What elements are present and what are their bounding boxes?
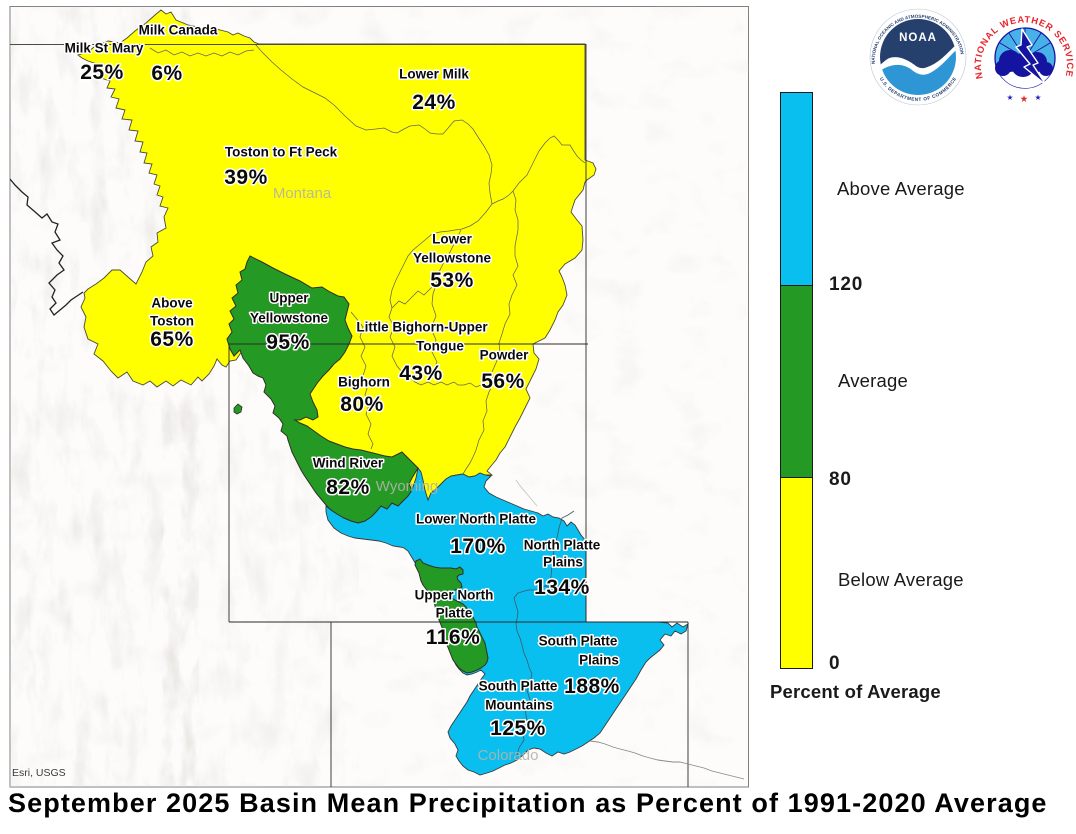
svg-text:95%: 95% <box>266 331 310 354</box>
svg-text:Tongue: Tongue <box>416 339 464 354</box>
svg-text:43%: 43% <box>399 362 443 385</box>
svg-text:Mountains: Mountains <box>485 698 553 713</box>
svg-text:Montana: Montana <box>273 185 332 202</box>
svg-text:170%: 170% <box>450 535 506 558</box>
svg-text:65%: 65% <box>150 328 194 351</box>
svg-text:Platte: Platte <box>436 606 473 621</box>
svg-text:Wyoming: Wyoming <box>376 478 438 495</box>
svg-text:56%: 56% <box>481 370 525 393</box>
svg-text:80%: 80% <box>340 393 384 416</box>
svg-text:39%: 39% <box>224 166 268 189</box>
svg-text:188%: 188% <box>564 675 620 698</box>
svg-text:★: ★ <box>1020 94 1029 105</box>
svg-text:South Platte: South Platte <box>539 634 618 649</box>
svg-text:NOAA: NOAA <box>899 32 937 44</box>
svg-text:★: ★ <box>1035 93 1042 102</box>
svg-text:82%: 82% <box>326 476 370 499</box>
svg-text:Lower North Platte: Lower North Platte <box>416 512 537 527</box>
svg-text:Toston: Toston <box>150 314 194 329</box>
svg-text:Milk Canada: Milk Canada <box>139 23 218 38</box>
svg-text:Upper North: Upper North <box>415 588 494 603</box>
svg-text:Esri, USGS: Esri, USGS <box>12 767 66 779</box>
svg-text:Bighorn: Bighorn <box>338 375 390 390</box>
svg-text:134%: 134% <box>534 576 590 599</box>
svg-text:Colorado: Colorado <box>478 747 539 764</box>
svg-text:24%: 24% <box>412 91 456 114</box>
svg-text:6%: 6% <box>151 62 182 85</box>
svg-text:Lower Milk: Lower Milk <box>399 67 469 82</box>
svg-text:★: ★ <box>1007 93 1014 102</box>
svg-text:125%: 125% <box>490 717 546 740</box>
svg-text:Toston to Ft Peck: Toston to Ft Peck <box>225 145 338 160</box>
svg-text:Plains: Plains <box>579 653 619 668</box>
svg-text:Above: Above <box>151 296 193 311</box>
svg-text:Yellowstone: Yellowstone <box>413 251 492 266</box>
svg-text:South Platte: South Platte <box>479 679 558 694</box>
svg-text:53%: 53% <box>430 269 474 292</box>
svg-text:Milk St Mary: Milk St Mary <box>65 41 144 56</box>
svg-text:North Platte: North Platte <box>524 538 601 553</box>
svg-text:Yellowstone: Yellowstone <box>250 311 329 326</box>
svg-text:25%: 25% <box>80 61 124 84</box>
svg-text:Lower: Lower <box>432 232 473 247</box>
svg-text:Plains: Plains <box>543 555 583 570</box>
svg-text:Upper: Upper <box>269 291 309 306</box>
svg-text:Little Bighorn-Upper: Little Bighorn-Upper <box>356 320 488 335</box>
svg-text:Wind River: Wind River <box>313 456 384 471</box>
svg-text:Powder: Powder <box>480 348 530 363</box>
svg-text:116%: 116% <box>426 626 481 649</box>
